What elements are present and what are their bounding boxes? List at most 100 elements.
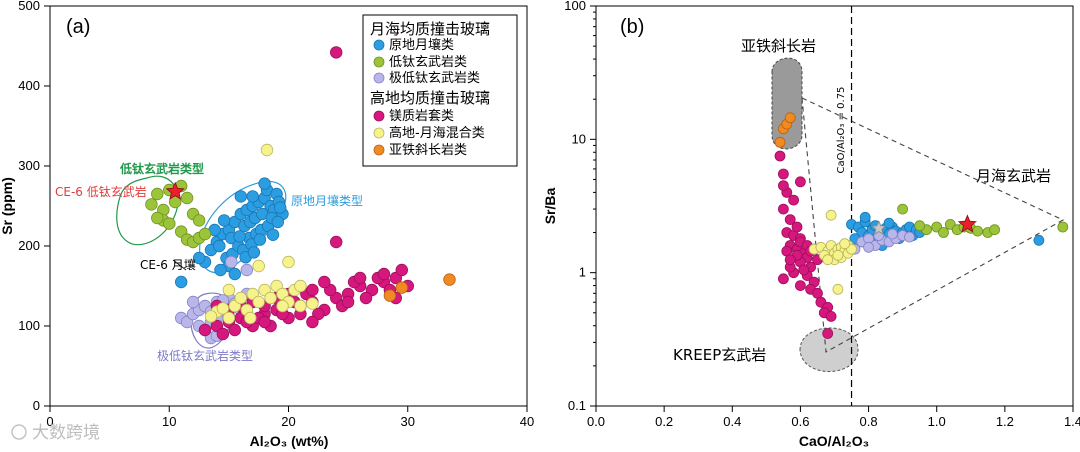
panel-a-point: [247, 246, 261, 259]
fan-field: [771, 57, 803, 150]
legend-label: 低钛玄武岩类: [389, 55, 467, 70]
ce6-soil-star-b: [871, 220, 887, 235]
panel-a-point: [258, 177, 271, 190]
panel-a-point: [228, 323, 242, 337]
panel-a-point: [341, 295, 355, 309]
panel-a-point: [168, 195, 182, 209]
ce6-basalt-star: [165, 181, 185, 200]
panel-b-point: [795, 176, 806, 188]
panel-a-point: [216, 327, 230, 341]
panel-a-point: [234, 291, 248, 305]
legend-box: [362, 14, 518, 167]
panel-b-points: [774, 112, 1069, 339]
panel-a-point: [383, 289, 397, 302]
fan-label: 亚铁斜长岩: [741, 37, 816, 55]
legend-label: 镁质岩套类: [389, 108, 454, 124]
ce6-soil-leader: [172, 259, 187, 271]
panel-a-point: [240, 263, 254, 277]
watermark: 大数跨境: [11, 423, 100, 443]
panel-b-xtick-label: 0.2: [655, 414, 673, 429]
panel-b-ytick-label: 100: [564, 0, 586, 13]
panel-b-point: [904, 231, 915, 243]
local-soil-type-label: 原地月壤类型: [291, 193, 363, 208]
mixing-triangle: [801, 97, 1065, 353]
panel-a-point: [228, 267, 242, 281]
panel-b-xtick-label: 0.0: [587, 414, 605, 429]
panel-b-xtick-label: 0.4: [723, 414, 741, 429]
panel-a-point: [217, 214, 231, 227]
panel-a-point: [306, 297, 319, 310]
panel-a-point: [213, 239, 226, 253]
panel-a-point: [174, 275, 188, 289]
panel-b-point: [938, 227, 949, 238]
panel-a-point: [233, 230, 246, 243]
panel-b-point: [897, 203, 908, 215]
panel-b-point: [825, 310, 837, 322]
panel-b-point: [887, 228, 898, 240]
panel-a-point: [234, 190, 248, 203]
panel-b-point: [778, 180, 789, 192]
panel-b-ytick-label: 0.1: [568, 398, 586, 413]
mare-basalt-label: 月海玄武岩: [976, 167, 1051, 185]
legend-marker: [373, 110, 385, 122]
panel-a-xtick-label: 10: [162, 414, 176, 429]
panel-a-point: [216, 302, 230, 315]
panel-a-point: [151, 187, 164, 201]
panel-b-xtick-label: 1.4: [1064, 414, 1080, 429]
panel-b-label: (b): [620, 16, 644, 38]
panel-b-xtick-label: 1.0: [928, 414, 946, 429]
panel-b-point: [784, 112, 796, 124]
panel-a-point: [271, 215, 285, 229]
panel-a-xtick-label: 30: [401, 414, 415, 429]
panel-a-point: [306, 283, 319, 297]
panel-a-xtick-label: 0: [46, 414, 53, 429]
panel-b-point: [832, 283, 844, 295]
panel-b-point: [859, 211, 871, 223]
panel-a-point: [377, 267, 391, 281]
panel-a-ytick-label: 0: [33, 398, 40, 413]
panel-b-point: [778, 273, 789, 285]
panel-a-point: [359, 291, 373, 305]
panel-a-point: [258, 315, 271, 329]
panel-a-point: [204, 310, 218, 323]
panel-b-point: [774, 150, 786, 162]
legend-marker: [373, 127, 385, 139]
kreep-label: KREEP玄武岩: [673, 346, 766, 364]
panel-a-point: [274, 201, 287, 214]
panel-b-point: [795, 280, 806, 292]
panel-a-point: [306, 315, 319, 329]
vlt-type-label: 极低钛玄武岩类型: [157, 348, 253, 363]
panel-a-xtick-label: 20: [281, 414, 295, 429]
panel-a-point: [246, 190, 259, 203]
panel-a-ytick-label: 500: [18, 0, 40, 13]
watermark-logo-icon: [11, 424, 27, 440]
panel-a-ytick-label: 200: [18, 238, 40, 253]
panel-a-point: [163, 217, 176, 230]
panel-a-point: [180, 191, 194, 205]
panel-b-point: [989, 224, 1000, 236]
panel-a-point: [198, 323, 212, 337]
panel-a-point: [222, 283, 236, 297]
panel-b-point: [812, 287, 823, 299]
ratio-reference-label: CaO/Al₂O₃ = 0.75: [836, 87, 847, 174]
legend-label: 极低钛玄武岩类: [389, 71, 480, 86]
legend-label: 高地-月海混合类: [389, 125, 485, 141]
panel-a-point: [192, 251, 206, 265]
panel-b-frame: [595, 5, 1074, 407]
panel-a-point: [222, 311, 236, 325]
kreep-field: [799, 327, 859, 372]
legend-marker: [373, 56, 385, 68]
panel-a-point: [395, 281, 409, 294]
panel-a-ytick-label: 100: [18, 318, 40, 333]
panel-a-point: [198, 227, 212, 241]
panel-b-ticks: 0.0 0.2 0.4 0.6 0.8 1.0 1.2 1.4 0.1 1 10 100: [564, 0, 1080, 429]
panel-b-xtick-label: 0.8: [860, 414, 878, 429]
legend: 月海均质撞击玻璃 高地均质撞击玻璃 原地月壤类低钛玄武岩类极低钛玄武岩类镁质岩套…: [362, 14, 518, 167]
panel-a-points: [145, 46, 456, 345]
legend-marker: [373, 39, 385, 51]
panel-a-point: [252, 295, 265, 309]
panel-b-point: [784, 254, 796, 266]
panel-a-point: [266, 228, 280, 242]
